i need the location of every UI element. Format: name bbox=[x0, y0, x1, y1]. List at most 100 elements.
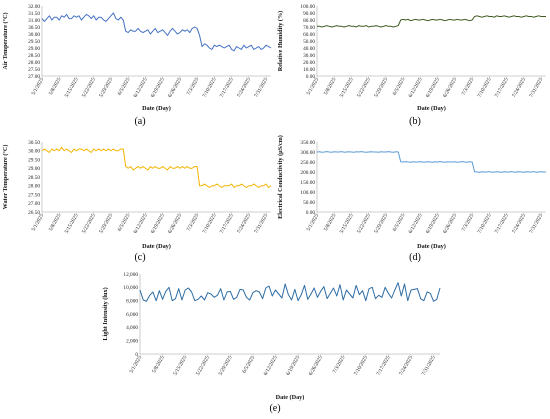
y-tick-label: 200.00 bbox=[300, 170, 315, 176]
x-tick-label: 6/12/2025 bbox=[263, 355, 279, 377]
y-tick-label: 31.00 bbox=[28, 18, 40, 24]
y-tick-label: 0 bbox=[135, 352, 138, 358]
x-tick-label: 5/8/2025 bbox=[151, 355, 166, 375]
y-axis-title: Air Temperature (°C) bbox=[2, 12, 9, 69]
x-tick-label: 5/15/2025 bbox=[339, 77, 355, 99]
x-tick-label: 7/24/2025 bbox=[236, 213, 252, 235]
y-tick-label: 27.00 bbox=[28, 201, 40, 207]
y-axis-title: Light Intensity (lux) bbox=[102, 287, 109, 340]
series-line bbox=[41, 12, 272, 52]
x-axis-title: Date (Day) bbox=[417, 105, 446, 112]
x-tick-label: 5/29/2025 bbox=[373, 77, 389, 99]
y-tick-label: 100.00 bbox=[300, 190, 315, 196]
x-tick-label: 6/5/2025 bbox=[117, 77, 132, 97]
y-tick-label: 6,000 bbox=[126, 312, 138, 318]
x-tick-label: 5/8/2025 bbox=[323, 77, 338, 97]
x-tick-label: 7/24/2025 bbox=[511, 77, 527, 99]
chart-svg-b: 0.0010.0020.0030.0040.0050.0060.0070.008… bbox=[277, 4, 546, 112]
x-tick-label: 7/3/2025 bbox=[332, 355, 347, 375]
y-tick-label: 29.00 bbox=[28, 166, 40, 172]
y-tick-label: 28.00 bbox=[28, 184, 40, 190]
x-tick-label: 5/22/2025 bbox=[356, 213, 372, 235]
y-tick-label: 26.50 bbox=[28, 210, 40, 216]
x-tick-label: 5/8/2025 bbox=[323, 213, 338, 233]
x-tick-label: 5/15/2025 bbox=[172, 355, 188, 377]
chart-svg-c: 26.50 27.00 27.50 28.00 28.50 29.00 29.50 30.00… bbox=[2, 140, 272, 250]
x-tick-label: 7/31/2025 bbox=[528, 213, 544, 235]
x-tick-label: 6/26/2025 bbox=[167, 213, 183, 235]
x-tick-label: 5/15/2025 bbox=[64, 213, 80, 235]
x-tick-label: 7/31/2025 bbox=[528, 77, 544, 99]
x-tick-label: 6/26/2025 bbox=[167, 77, 183, 99]
chart-svg-d: 0.00 50.00 100.00 150.00 200.00 250.00 300.00 3… bbox=[277, 135, 546, 250]
x-tick-label: 5/29/2025 bbox=[218, 355, 234, 377]
chart-panel-a: 27.00 27.50 28.00 28.50 29.00 29.50 30.00 30.50… bbox=[0, 0, 275, 112]
y-tick-label: 8,000 bbox=[126, 298, 138, 304]
y-tick-label: 30.00 bbox=[28, 32, 40, 38]
y-tick-label: 4,000 bbox=[126, 325, 138, 331]
y-tick-label: 20.00 bbox=[303, 60, 315, 66]
x-tick-label: 7/24/2025 bbox=[398, 355, 414, 377]
x-tick-label: 5/29/2025 bbox=[373, 213, 389, 235]
y-tick-label: 2,000 bbox=[126, 338, 138, 344]
x-tick-label: 7/17/2025 bbox=[219, 213, 235, 235]
y-tick-label: 90.00 bbox=[303, 11, 315, 17]
y-tick-label: 29.50 bbox=[28, 157, 40, 163]
y-tick-label: 0.00 bbox=[306, 210, 316, 216]
x-tick-label: 5/8/2025 bbox=[48, 77, 63, 97]
x-tick-label: 5/22/2025 bbox=[195, 355, 211, 377]
x-tick-label: 6/26/2025 bbox=[442, 77, 458, 99]
y-tick-label: 60.00 bbox=[303, 32, 315, 38]
x-tick-label: 6/12/2025 bbox=[133, 213, 149, 235]
y-axis-title: Electrical Conductivity (µS/cm) bbox=[277, 135, 284, 219]
chart-svg-e: 0 2,000 4,000 6,000 8,000 10,000 12,000 5/1/202… bbox=[102, 272, 441, 401]
y-tick-label: 350.00 bbox=[300, 140, 315, 146]
chart-panel-e: 0 2,000 4,000 6,000 8,000 10,000 12,000 5/1/202… bbox=[100, 268, 445, 401]
x-axis-title: Date (Day) bbox=[417, 243, 446, 250]
chart-panel-d: 0.00 50.00 100.00 150.00 200.00 250.00 300.00 3… bbox=[275, 132, 550, 250]
x-tick-label: 5/1/2025 bbox=[129, 355, 144, 375]
y-tick-label: 27.00 bbox=[28, 74, 40, 80]
y-tick-label: 10,000 bbox=[123, 285, 138, 291]
y-tick-label: 27.50 bbox=[28, 67, 40, 73]
x-tick-label: 7/10/2025 bbox=[477, 77, 493, 99]
x-tick-label: 6/5/2025 bbox=[242, 355, 257, 375]
x-tick-label: 7/24/2025 bbox=[511, 213, 527, 235]
y-tick-label: 40.00 bbox=[303, 46, 315, 52]
y-tick-label: 30.50 bbox=[28, 25, 40, 31]
x-tick-label: 7/10/2025 bbox=[353, 355, 369, 377]
x-tick-label: 6/19/2025 bbox=[150, 213, 166, 235]
caption-b: (b) bbox=[409, 116, 421, 127]
x-tick-label: 5/29/2025 bbox=[98, 213, 114, 235]
series-line bbox=[316, 151, 546, 173]
y-tick-label: 28.50 bbox=[28, 53, 40, 59]
x-axis-title: Date (Day) bbox=[142, 243, 171, 250]
caption-e: (e) bbox=[269, 403, 281, 414]
x-tick-label: 7/24/2025 bbox=[236, 77, 252, 99]
y-tick-label: 29.50 bbox=[28, 39, 40, 45]
x-tick-label: 7/31/2025 bbox=[253, 213, 269, 235]
y-tick-label: 12,000 bbox=[123, 272, 138, 278]
x-tick-label: 7/17/2025 bbox=[376, 355, 392, 377]
x-tick-label: 5/22/2025 bbox=[81, 213, 97, 235]
y-tick-label: 30.50 bbox=[28, 140, 40, 146]
x-tick-label: 7/3/2025 bbox=[186, 213, 201, 233]
x-tick-label: 5/22/2025 bbox=[356, 77, 372, 99]
x-tick-label: 7/31/2025 bbox=[253, 77, 269, 99]
y-tick-label: 32.00 bbox=[28, 4, 40, 10]
x-tick-label: 6/26/2025 bbox=[308, 355, 324, 377]
y-tick-label: 28.50 bbox=[28, 175, 40, 181]
y-tick-label: 31.50 bbox=[28, 11, 40, 17]
x-tick-label: 5/15/2025 bbox=[64, 77, 80, 99]
y-tick-label: 29.00 bbox=[28, 46, 40, 52]
x-tick-label: 5/8/2025 bbox=[48, 213, 63, 233]
x-tick-label: 7/3/2025 bbox=[461, 213, 476, 233]
x-tick-label: 6/5/2025 bbox=[392, 213, 407, 233]
y-tick-label: 50.00 bbox=[303, 39, 315, 45]
x-tick-label: 6/5/2025 bbox=[117, 213, 132, 233]
series-line bbox=[41, 146, 272, 188]
y-tick-label: 27.50 bbox=[28, 192, 40, 198]
x-tick-label: 6/19/2025 bbox=[425, 77, 441, 99]
x-tick-label: 7/17/2025 bbox=[494, 77, 510, 99]
